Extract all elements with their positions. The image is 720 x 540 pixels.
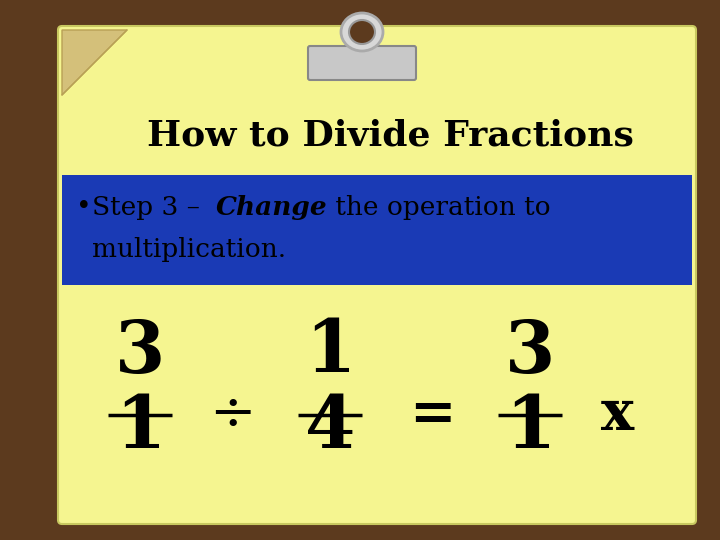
Text: How to Divide Fractions: How to Divide Fractions <box>147 118 634 152</box>
Text: the operation to: the operation to <box>327 194 551 219</box>
Ellipse shape <box>341 13 383 51</box>
Text: •: • <box>76 194 91 219</box>
Text: Change: Change <box>216 194 328 219</box>
Text: 3: 3 <box>115 316 165 388</box>
Text: x: x <box>601 388 634 442</box>
Text: Step 3 –: Step 3 – <box>92 194 208 219</box>
FancyBboxPatch shape <box>58 26 696 524</box>
Text: multiplication.: multiplication. <box>92 238 286 262</box>
FancyBboxPatch shape <box>62 175 692 285</box>
Text: 1: 1 <box>305 316 355 388</box>
Text: 1: 1 <box>505 393 555 463</box>
Text: 4: 4 <box>305 393 355 463</box>
Text: =: = <box>409 388 455 442</box>
Text: 3: 3 <box>505 316 555 388</box>
Text: 1: 1 <box>115 393 165 463</box>
Ellipse shape <box>349 20 375 44</box>
FancyBboxPatch shape <box>308 46 416 80</box>
Text: ÷: ÷ <box>209 388 256 442</box>
Polygon shape <box>62 30 127 95</box>
